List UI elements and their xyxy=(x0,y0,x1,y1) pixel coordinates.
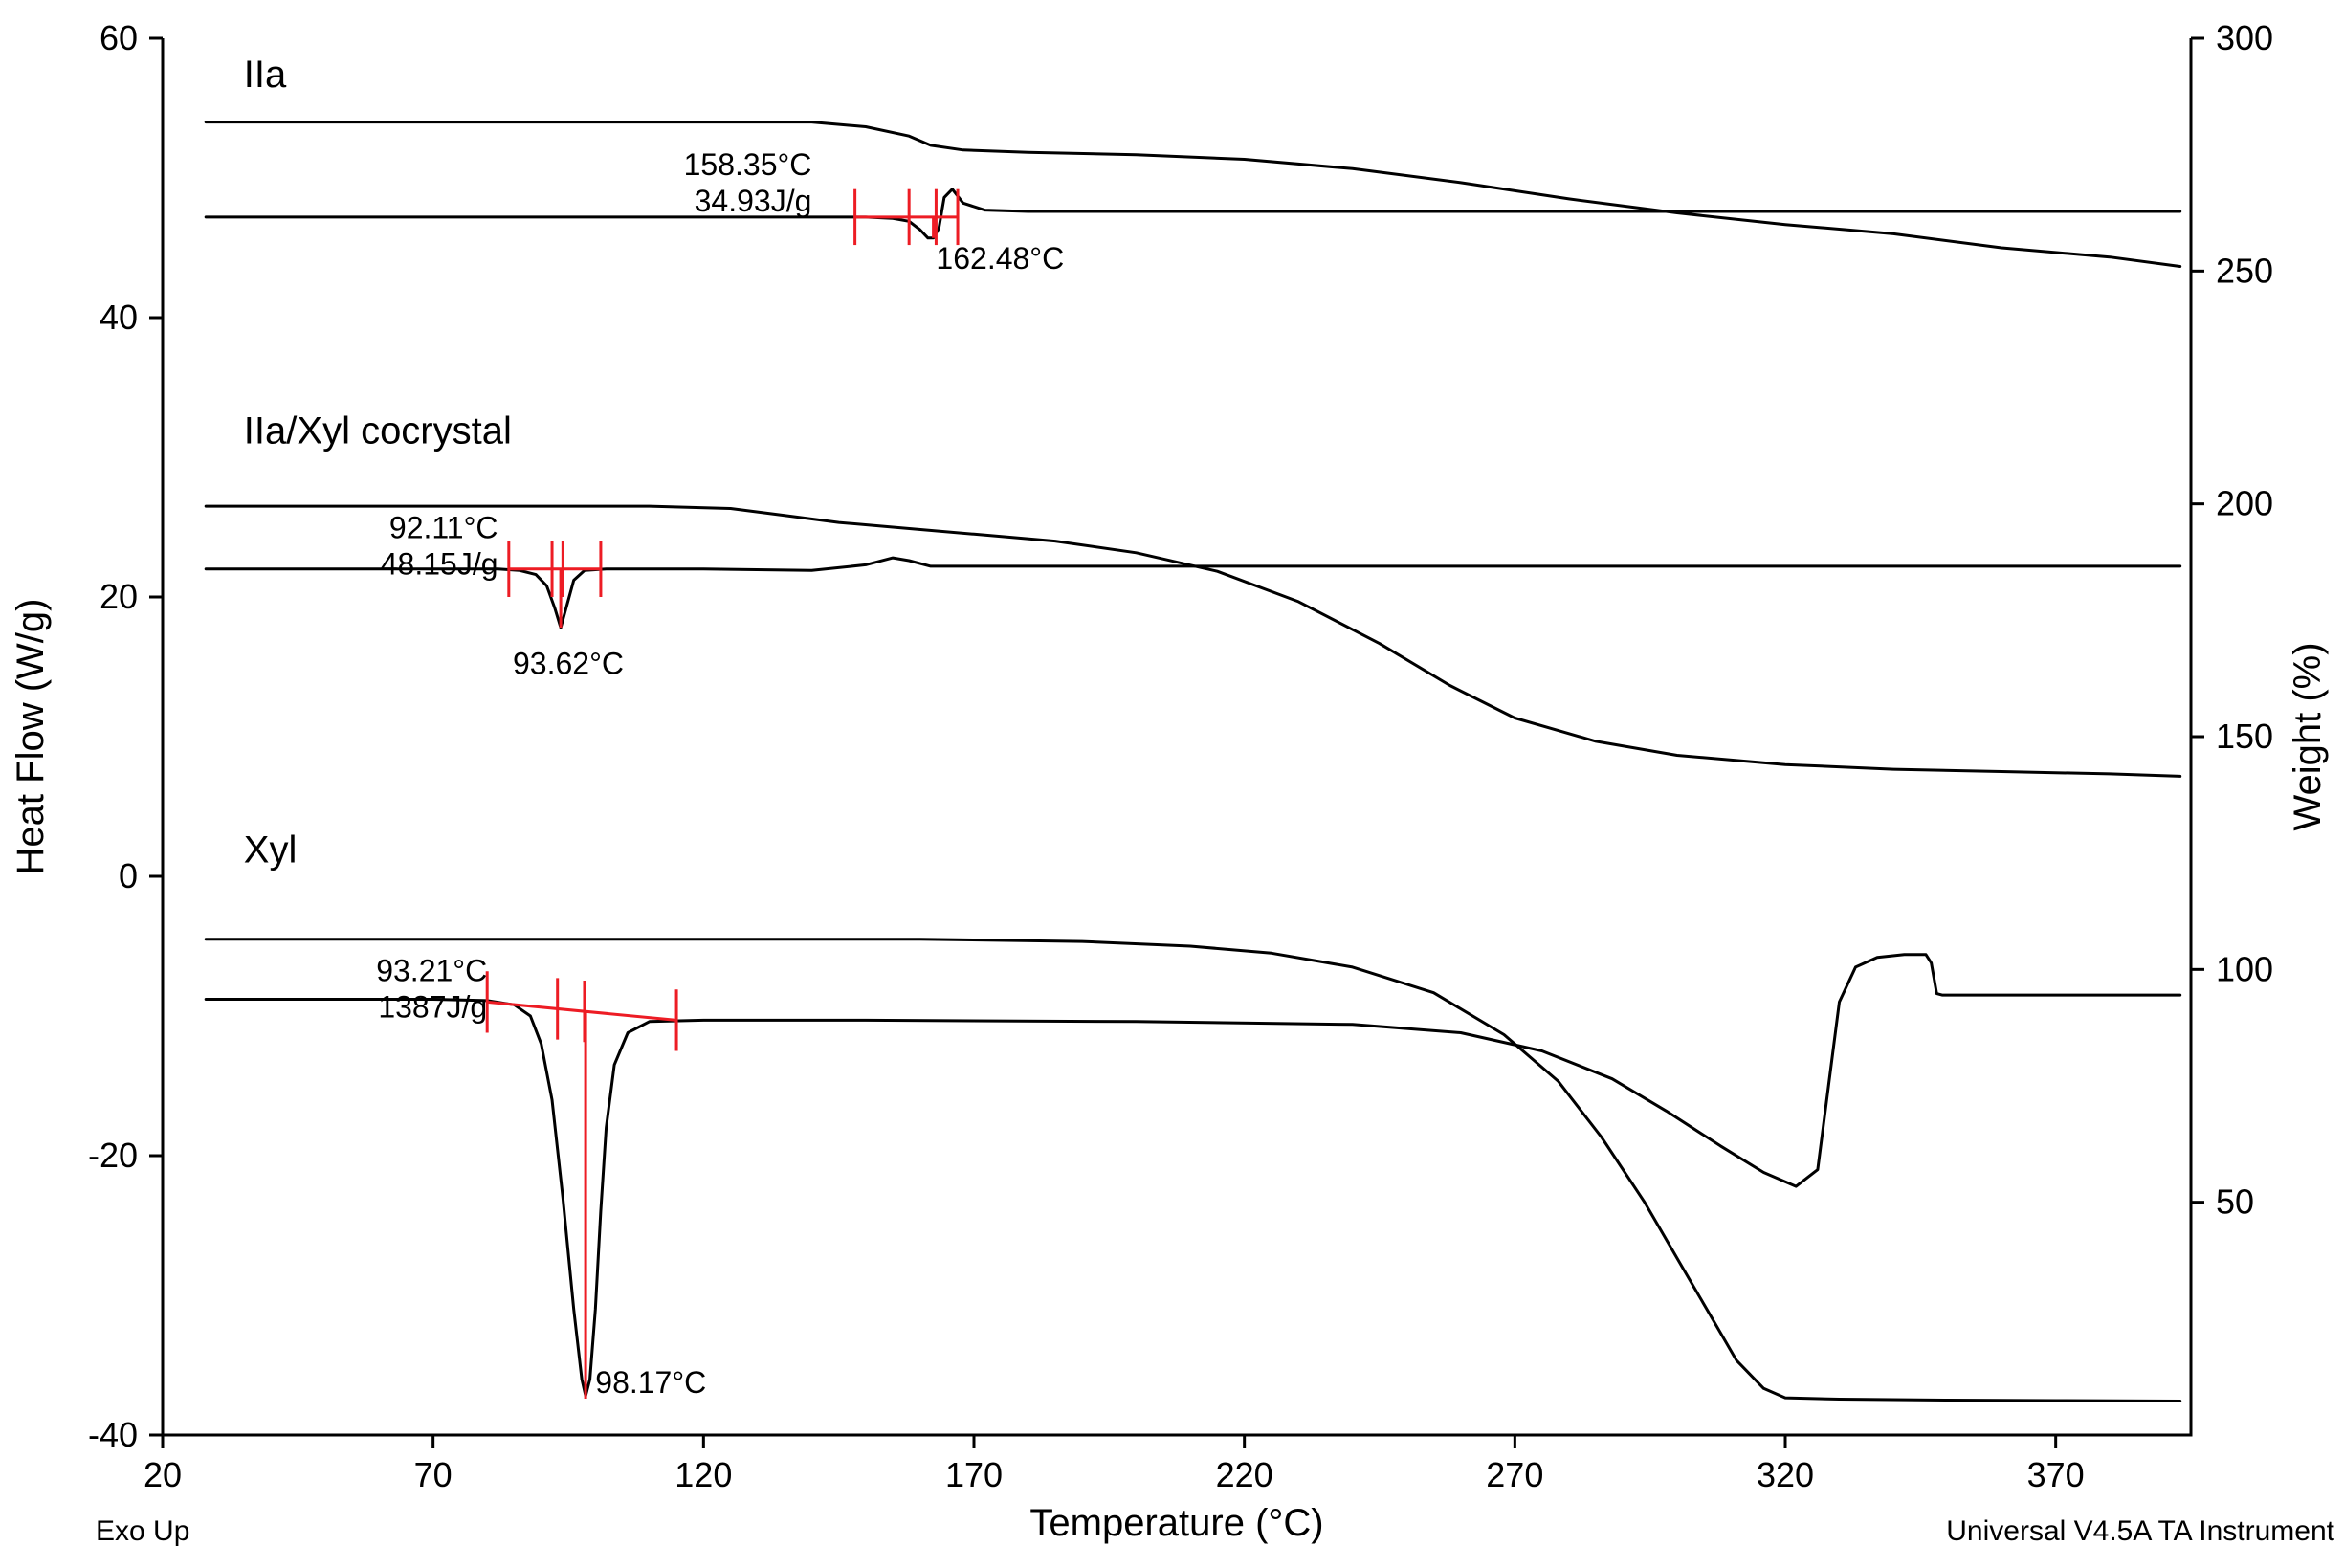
footer-exo-up: Exo Up xyxy=(96,1515,189,1547)
x-tick-label: 70 xyxy=(414,1455,453,1494)
y-right-tick-label: 250 xyxy=(2216,251,2273,290)
peak-annotation: 93.62°C xyxy=(513,646,624,680)
x-axis-label: Temperature (°C) xyxy=(1029,1502,1323,1544)
y-left-tick-label: 0 xyxy=(119,856,138,895)
x-tick-label: 270 xyxy=(1486,1455,1543,1494)
chart-curves xyxy=(206,122,2180,1402)
peak-baseline xyxy=(487,1002,676,1020)
x-tick-label: 170 xyxy=(945,1455,1003,1494)
x-tick-label: 120 xyxy=(674,1455,732,1494)
peak-annotation: 98.17°C xyxy=(595,1365,706,1400)
y-left-tick-label: -40 xyxy=(88,1415,138,1454)
y-right-tick-label: 300 xyxy=(2216,18,2273,57)
peak-annotation: 92.11°C xyxy=(389,511,498,545)
y-axis-right-label: Weight (%) xyxy=(2287,642,2329,830)
curve-iiaxyl-tga xyxy=(206,506,2180,776)
curve-xyl-tga xyxy=(206,939,2180,1402)
curve-iia-dsc xyxy=(206,189,2180,238)
series-label: IIa/Xyl cocrystal xyxy=(244,409,512,452)
y-left-tick-label: 20 xyxy=(100,577,138,616)
peak-annotation: 158.35°C xyxy=(684,147,812,182)
y-right-tick-label: 150 xyxy=(2216,717,2273,756)
chart-labels: IIa IIa/Xyl cocrystal Xyl 158.35°C34.93J/g 1… xyxy=(244,54,1064,1400)
y-right-tick-label: 100 xyxy=(2216,949,2273,988)
y-left-tick-label: 60 xyxy=(100,18,138,57)
y-axis-left-label: Heat Flow (W/g) xyxy=(10,599,52,875)
peak-annotation: 1387J/g xyxy=(378,989,487,1024)
y-left-tick-label: -20 xyxy=(88,1136,138,1175)
peak-annotation: 162.48°C xyxy=(936,241,1064,276)
series-label: IIa xyxy=(244,54,287,96)
y-right-tick-label: 50 xyxy=(2216,1182,2254,1222)
peak-annotation: 93.21°C xyxy=(376,954,487,988)
y-right-tick-label: 200 xyxy=(2216,484,2273,523)
peak-annotation: 34.93J/g xyxy=(695,184,812,218)
curve-iia-tga xyxy=(206,122,2180,267)
series-label: Xyl xyxy=(244,828,298,871)
footer-software: Universal V4.5A TA Instrument xyxy=(1946,1515,2334,1547)
peak-annotation: 48.15J/g xyxy=(381,547,498,582)
curve-xyl-dsc xyxy=(206,955,2180,1396)
x-tick-label: 20 xyxy=(144,1455,182,1494)
curve-iiaxyl-dsc xyxy=(206,558,2180,628)
x-tick-label: 220 xyxy=(1216,1455,1273,1494)
x-tick-label: 320 xyxy=(1757,1455,1814,1494)
y-left-tick-label: 40 xyxy=(100,298,138,337)
x-tick-label: 370 xyxy=(2027,1455,2085,1494)
chart-peak-markers xyxy=(487,189,958,1399)
